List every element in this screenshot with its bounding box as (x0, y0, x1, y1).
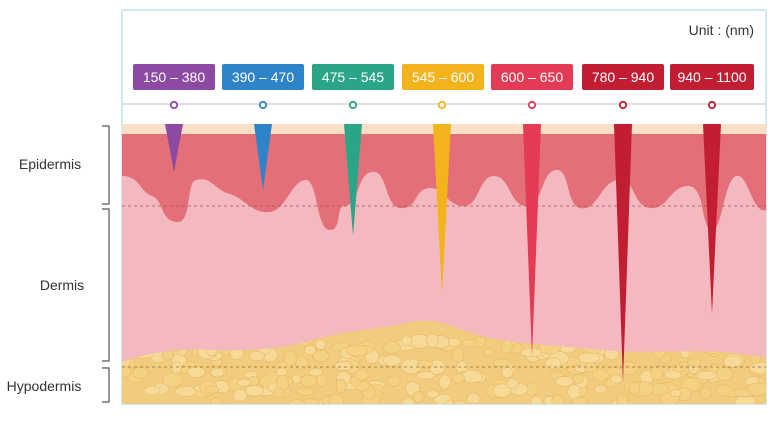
layer-label-hypodermis: Hypodermis (0, 378, 88, 394)
fat-cell (611, 375, 623, 384)
fat-cell (427, 334, 439, 348)
fat-cell (383, 355, 401, 366)
band-label-6: 780 – 940 (592, 69, 654, 85)
fat-cell (748, 383, 768, 396)
fat-cell (462, 370, 483, 383)
fat-cell (700, 388, 711, 399)
fat-cell (245, 385, 263, 396)
fat-cell (502, 340, 513, 354)
fat-cell (211, 368, 224, 377)
fat-cell (531, 396, 542, 408)
band-marker-2 (260, 102, 266, 108)
fat-cell (651, 366, 663, 380)
fat-cell (545, 358, 561, 369)
hypodermis-bracket (102, 368, 109, 402)
fat-cell (117, 366, 131, 378)
band-marker-7 (709, 102, 715, 108)
fat-cell (555, 377, 573, 387)
band-badge-5: 600 – 650 (491, 64, 573, 90)
fat-cell (249, 352, 264, 361)
fat-cell (336, 379, 346, 393)
fat-cell (724, 356, 742, 367)
fat-cell (413, 392, 424, 403)
fat-cell (617, 394, 628, 407)
fat-cell (315, 339, 326, 349)
fat-cell (453, 373, 465, 383)
fat-cell (462, 339, 478, 347)
fat-cell (316, 375, 327, 387)
fat-cell (483, 348, 494, 357)
layer-label-dermis: Dermis (0, 277, 124, 293)
fat-cell (606, 368, 622, 376)
fat-cell (304, 346, 316, 355)
fat-cell (335, 361, 352, 371)
fat-cell (568, 384, 580, 399)
fat-cell (387, 376, 400, 387)
band-label-4: 545 – 600 (412, 69, 474, 85)
fat-cell (573, 374, 584, 383)
fat-cell (578, 353, 600, 364)
band-label-3: 475 – 545 (322, 69, 384, 85)
fat-cell (205, 386, 219, 393)
band-marker-1 (171, 102, 177, 108)
epidermis-bracket (102, 126, 109, 204)
band-marker-5 (529, 102, 535, 108)
fat-cell (144, 386, 160, 395)
fat-cell (284, 351, 297, 365)
fat-cell (346, 345, 368, 356)
fat-cell (296, 388, 314, 396)
fat-cell (439, 375, 451, 389)
band-marker-6 (620, 102, 626, 108)
fat-cell (594, 385, 607, 393)
fat-cell (520, 348, 542, 357)
layer-brackets (102, 126, 109, 402)
fat-cell (133, 367, 148, 378)
band-badge-6: 780 – 940 (582, 64, 664, 90)
layer-label-epidermis: Epidermis (0, 156, 100, 172)
fat-cell (300, 375, 317, 386)
fat-cell (716, 385, 731, 396)
fat-cell (402, 336, 412, 346)
fat-cell (355, 369, 368, 380)
fat-cell (467, 393, 480, 404)
band-label-5: 600 – 650 (501, 69, 563, 85)
fat-cell (697, 371, 717, 380)
fat-cell (187, 367, 205, 378)
fat-cell (716, 367, 733, 380)
band-marker-4 (439, 102, 445, 108)
fat-cell (289, 399, 304, 407)
fat-cell (171, 362, 181, 374)
fat-cell (309, 369, 323, 377)
band-label-2: 390 – 470 (232, 69, 294, 85)
fat-cell (233, 389, 247, 402)
band-marker-3 (350, 102, 356, 108)
band-badge-2: 390 – 470 (222, 64, 304, 90)
fat-cell (402, 398, 414, 408)
fat-cell (507, 379, 518, 389)
fat-cell (237, 379, 250, 387)
fat-cell (276, 368, 287, 376)
band-label-7: 940 – 1100 (677, 69, 746, 85)
band-label-1: 150 – 380 (143, 69, 205, 85)
fat-cell (426, 390, 438, 398)
band-badge-4: 545 – 600 (402, 64, 484, 90)
fat-cell (750, 362, 768, 374)
band-badge-3: 475 – 545 (312, 64, 394, 90)
fat-cell (452, 348, 463, 362)
fat-cell (273, 388, 285, 398)
band-badge-1: 150 – 380 (133, 64, 215, 90)
fat-cell (329, 394, 344, 408)
fat-cell (672, 365, 687, 372)
band-badge-7: 940 – 1100 (670, 64, 754, 90)
fat-cell (552, 395, 564, 408)
unit-label: Unit : (nm) (689, 22, 754, 38)
fat-cell (383, 342, 400, 354)
fat-cell (493, 359, 511, 367)
fat-cell (670, 390, 681, 397)
fat-cell (175, 386, 196, 396)
fat-cell (502, 367, 513, 378)
fat-cell (163, 373, 183, 388)
fat-cell (629, 382, 639, 394)
